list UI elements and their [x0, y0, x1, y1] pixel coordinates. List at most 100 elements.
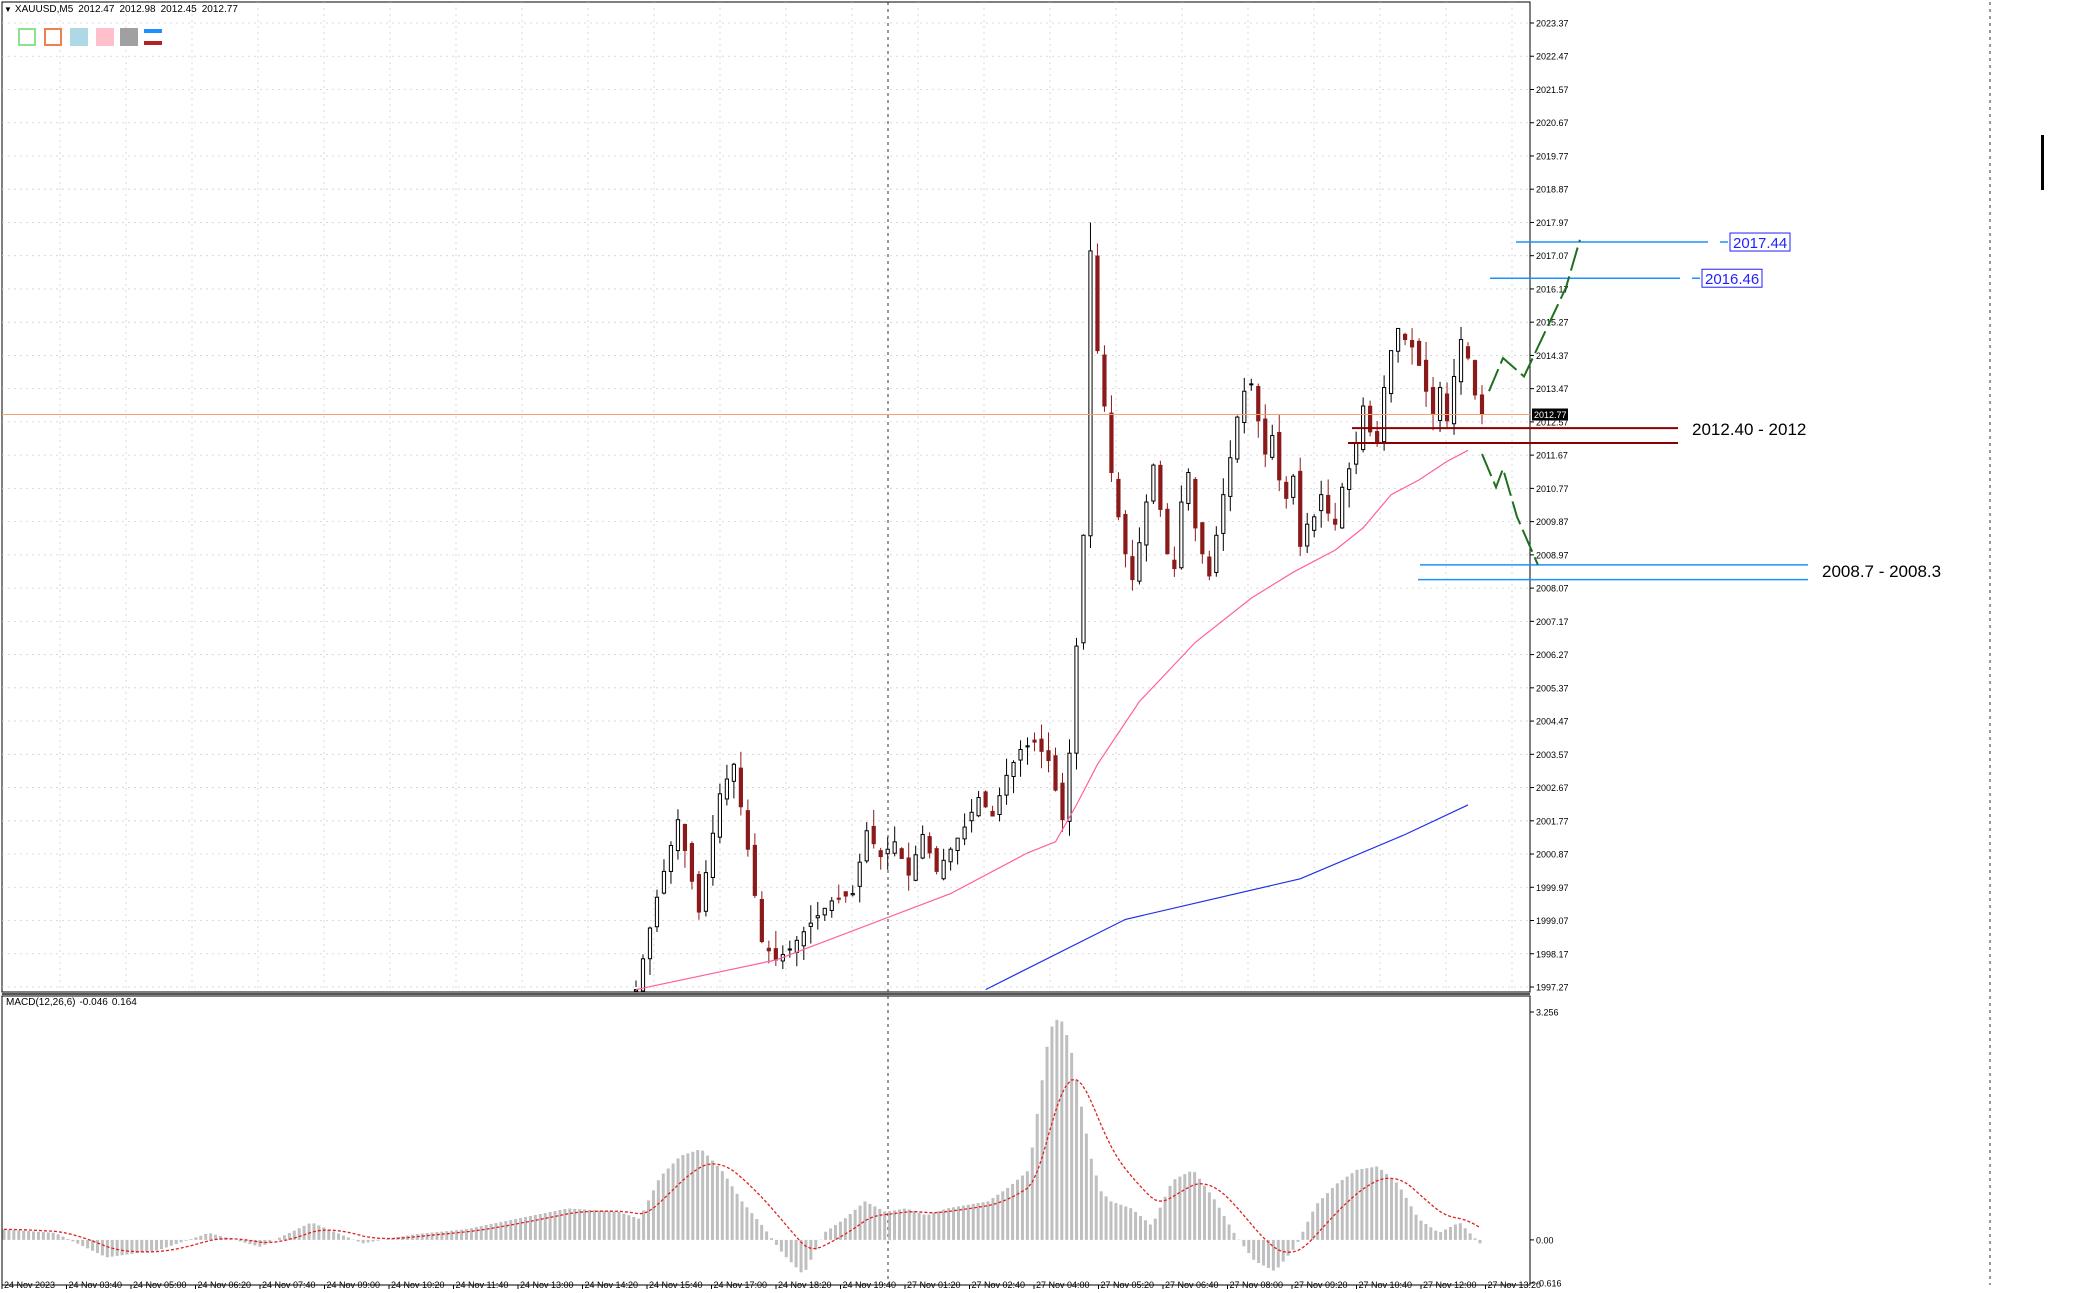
price-tick-label: 2010.77: [1536, 484, 1569, 494]
candle-body: [920, 833, 925, 859]
candle-body: [1354, 442, 1359, 465]
macd-tick-label: -0.616: [1536, 1279, 1562, 1289]
price-tick-label: 1998.17: [1536, 949, 1569, 959]
price-tick-label: 2021.57: [1536, 85, 1569, 95]
candle-body: [1067, 752, 1072, 822]
fill-gray-icon[interactable]: [120, 28, 138, 46]
candle-body: [1165, 508, 1170, 555]
macd-params: MACD(12,26,6): [6, 997, 76, 1008]
high-value: 2012.98: [119, 4, 156, 15]
candle-body: [745, 810, 750, 850]
fill-lightblue-icon[interactable]: [70, 28, 88, 46]
candle-body: [773, 948, 778, 961]
macd-value-signal: 0.164: [111, 997, 137, 1008]
candle-body: [857, 861, 862, 887]
candle-body: [1291, 475, 1296, 498]
candle-body: [1081, 534, 1086, 644]
rectangle-green-icon[interactable]: [18, 28, 36, 46]
candle-body: [1437, 387, 1443, 422]
candle-body: [1088, 250, 1093, 537]
candle-body: [969, 811, 974, 822]
moving-average-slow: [985, 804, 1469, 991]
candle-body: [1312, 516, 1317, 531]
candle-body: [1423, 359, 1429, 392]
time-axis: 24 Nov 2023 24 Nov 03:40 24 Nov 05:00 24 No…: [1, 1280, 1541, 1290]
rectangle-orange-icon[interactable]: [44, 28, 62, 46]
time-tick-label: 24 Nov 10:20: [391, 1280, 445, 1290]
price-tick-label: 2014.37: [1536, 351, 1569, 361]
candle-body: [843, 891, 848, 897]
candle-body: [1018, 749, 1023, 761]
candle-body: [787, 948, 792, 951]
candle-body: [955, 837, 960, 851]
candle-body: [1305, 523, 1310, 547]
candle-body: [1095, 255, 1100, 352]
candle-body: [1479, 394, 1485, 416]
macd-pane-frame: [1, 995, 1531, 1286]
candle-body: [1242, 390, 1247, 424]
candle-body: [962, 826, 967, 840]
candle-body: [1137, 542, 1142, 582]
candle-body: [1333, 518, 1338, 525]
macd-tick-label: 3.256: [1536, 1008, 1559, 1018]
candle-body: [1444, 393, 1450, 422]
time-tick-label: 27 Nov 02:40: [972, 1280, 1026, 1290]
candle-body: [1186, 471, 1191, 504]
time-tick-label: 24 Nov 2023: [4, 1280, 55, 1290]
time-tick-label: 24 Nov 11:40: [456, 1280, 509, 1290]
candle-body: [1214, 534, 1219, 573]
candle-body: [822, 907, 827, 916]
candle-body: [654, 896, 660, 928]
candle-body: [934, 848, 939, 872]
candle-body: [1004, 774, 1009, 796]
chart-header: ▼ XAUUSD,M5 2012.47 2012.98 2012.45 2012.77: [4, 4, 238, 15]
candle-body: [871, 825, 876, 845]
candle-body: [738, 767, 743, 808]
price-tick-label: 2008.07: [1536, 584, 1569, 594]
candle-body: [1123, 513, 1128, 555]
low-value: 2012.45: [160, 4, 197, 15]
price-tick-label: 1999.07: [1536, 916, 1569, 926]
candle-body: [1032, 739, 1037, 743]
time-tick-label: 27 Nov 10:40: [1359, 1280, 1413, 1290]
candle-body: [1172, 559, 1177, 570]
time-tick-label: 27 Nov 01:20: [907, 1280, 961, 1290]
candle-body: [990, 810, 995, 817]
candle-body: [640, 958, 646, 992]
candle-body: [997, 795, 1002, 816]
candle-body: [1193, 478, 1198, 529]
candle-body: [1319, 494, 1324, 512]
time-tick-label: 24 Nov 09:00: [327, 1280, 381, 1290]
candle-body: [1270, 435, 1275, 458]
candle-body: [1416, 340, 1422, 366]
candle-body: [941, 859, 946, 880]
price-tick-label: 2012.57: [1536, 417, 1569, 427]
candle-body: [1340, 486, 1345, 529]
candle-body: [1375, 431, 1380, 444]
candle-body: [829, 900, 834, 911]
candle-body: [710, 832, 716, 878]
macd-group: 3.256 0.00 -0.616: [2, 1008, 1562, 1289]
time-tick-label: 24 Nov 17:00: [714, 1280, 768, 1290]
drawings-group: 2012.40 - 2012 2008.7 - 2008.3 2017.44 2016…: [1348, 232, 1941, 581]
time-tick-label: 24 Nov 05:00: [133, 1280, 187, 1290]
price-tick-label: 2005.37: [1536, 683, 1569, 693]
candle-body: [815, 915, 820, 919]
price-tick-label: 1997.27: [1536, 983, 1569, 993]
open-value: 2012.47: [78, 4, 115, 15]
candle-body: [1074, 645, 1079, 754]
candle-body: [1395, 327, 1401, 352]
line-color-pair-icon[interactable]: [144, 28, 164, 46]
collapse-triangle-icon[interactable]: ▼: [4, 5, 12, 14]
candle-body: [1228, 457, 1233, 497]
time-tick-label: 24 Nov 19:40: [843, 1280, 897, 1290]
price-tick-label: 2001.77: [1536, 816, 1569, 826]
candle-body: [675, 819, 681, 852]
candle-body: [1430, 387, 1436, 414]
candle-body: [1249, 383, 1254, 386]
fill-pink-icon[interactable]: [96, 28, 114, 46]
candle-body: [1011, 761, 1016, 778]
macd-signal-line: [4, 1079, 1481, 1253]
